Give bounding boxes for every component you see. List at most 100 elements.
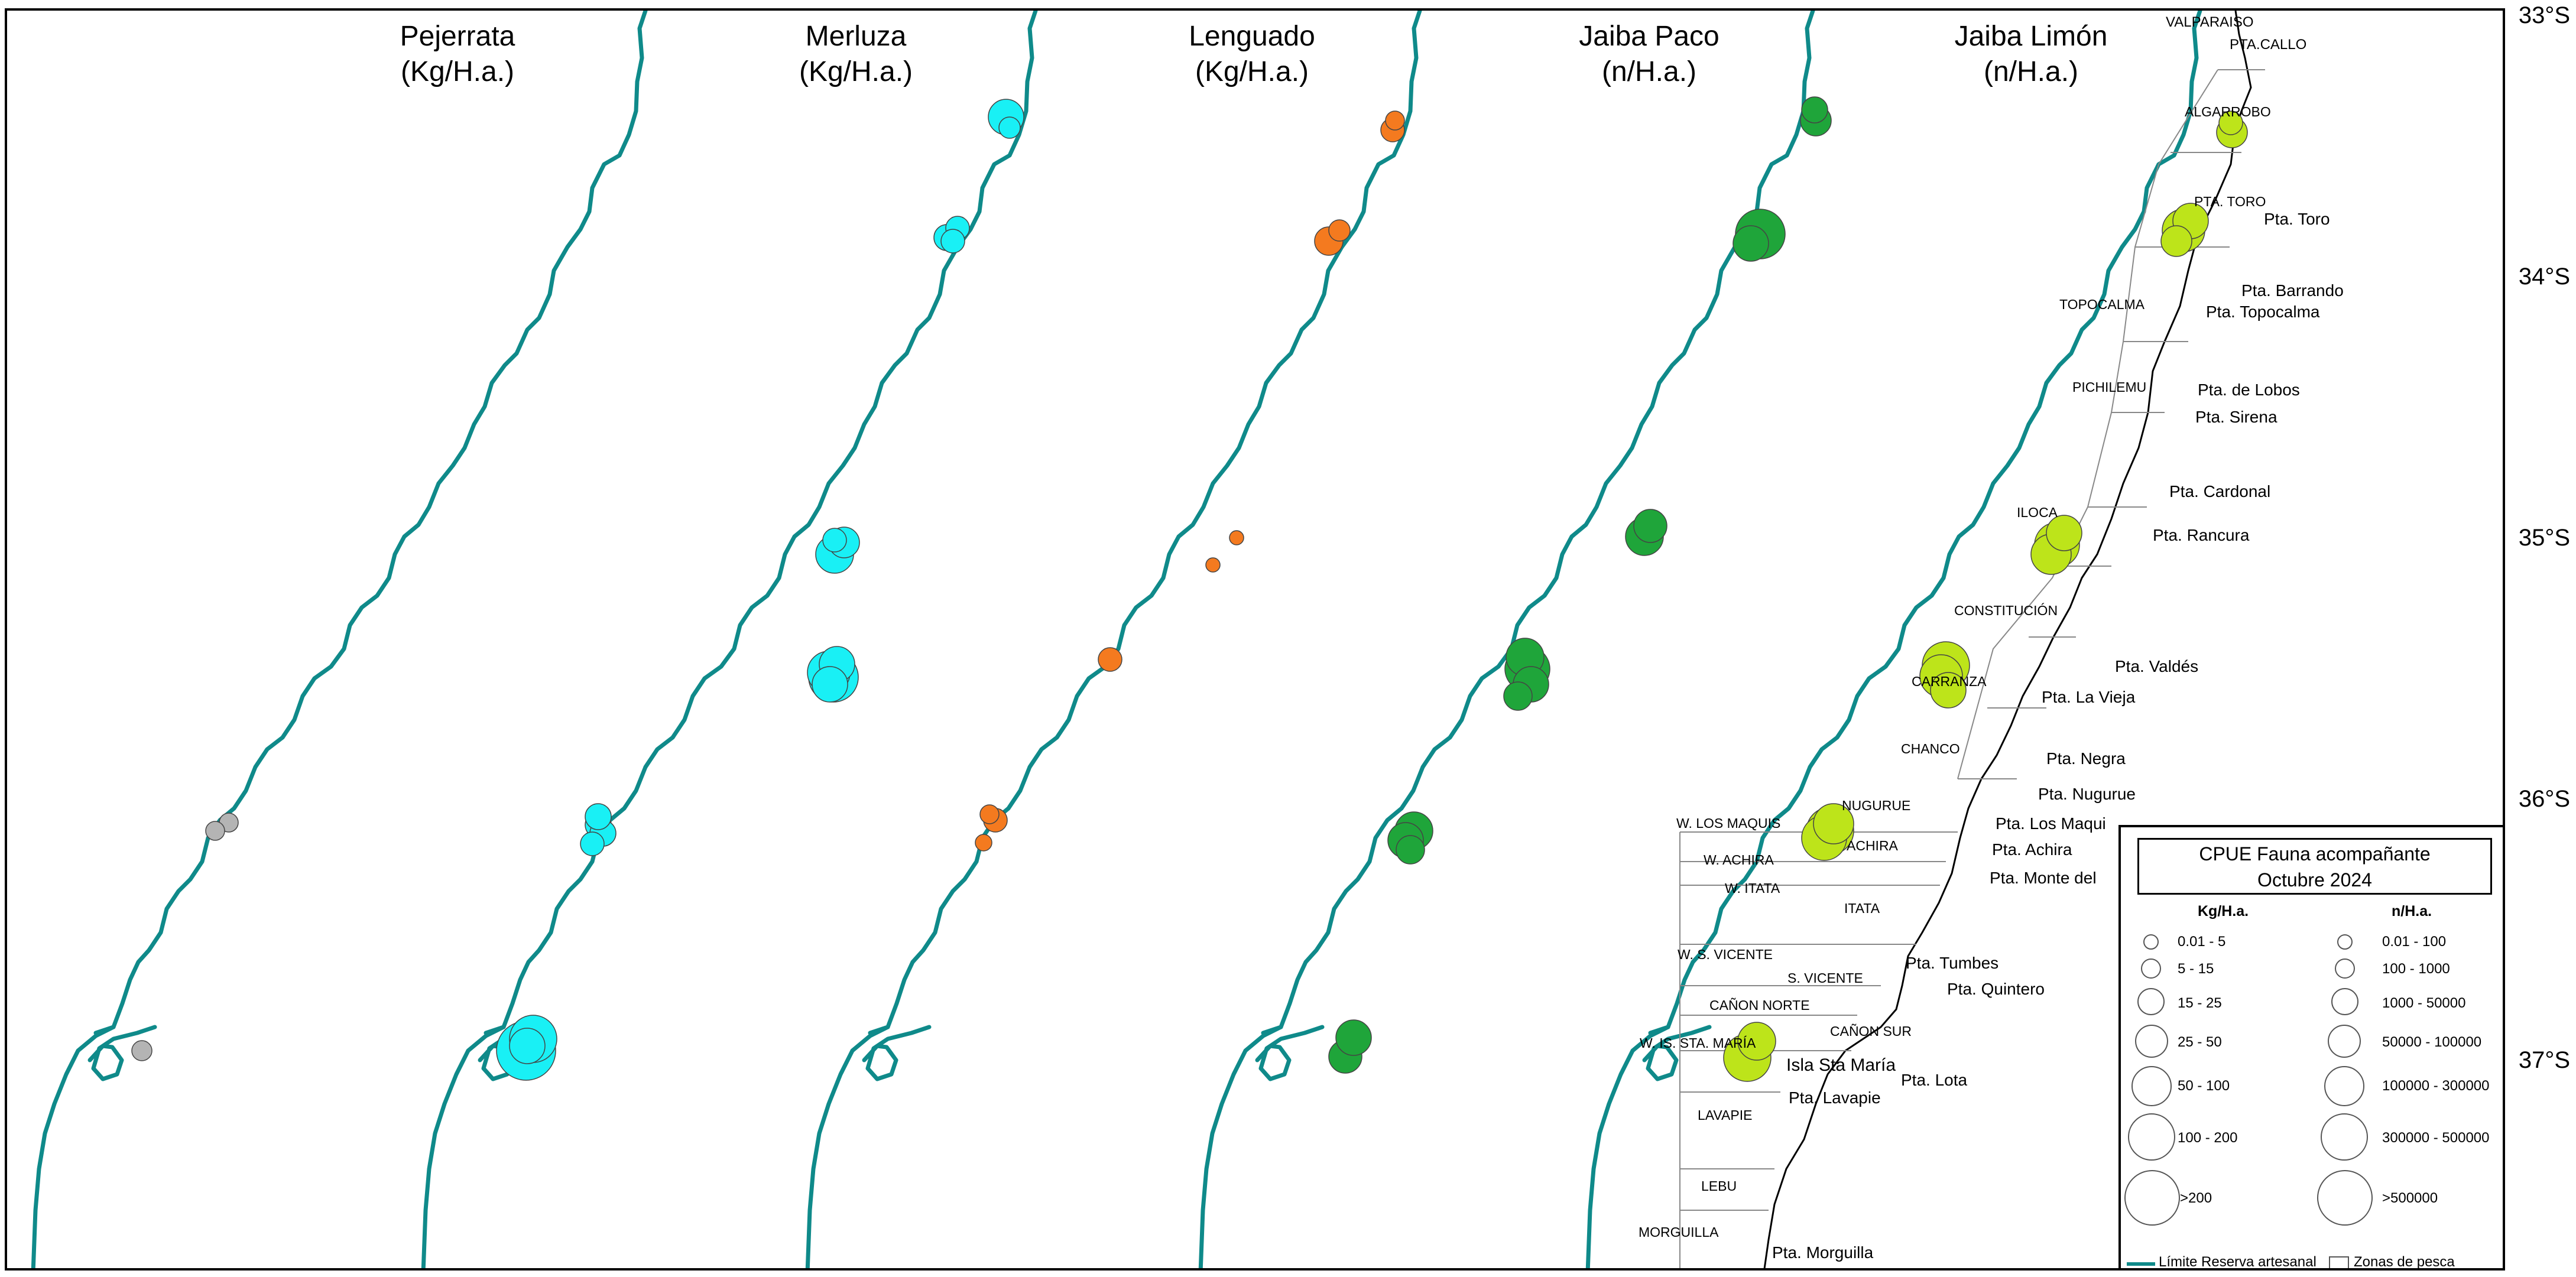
legend-size-circle [2324,1066,2364,1106]
species-name: Pejerrata [400,21,515,52]
zone-label: W. ITATA [1725,880,1780,896]
panel-title-jaiba-paco: Jaiba Paco (n/H.a.) [1472,19,1826,90]
zone-label: MORGUILLA [1639,1224,1719,1240]
zone-label: ITATA [1844,901,1880,916]
legend-kg-header: Kg/H.a. [2198,903,2249,919]
headland-label: Pta. Cardonal [2169,482,2271,501]
cpue-circle-lenguado [1229,530,1244,545]
reserve-limit-line [1261,11,1815,1035]
zone-label: CHANCO [1901,741,1960,756]
legend-n-class: 100000 - 300000 [2382,1078,2490,1094]
cpue-circle-lenguado [1385,111,1405,131]
cpue-circle-jaiba-limon [1813,803,1854,844]
unit-label: (n/H.a.) [1983,56,2079,87]
coastline [1763,11,2252,1268]
species-name: Merluza [805,21,907,52]
zone-label: CARRANZA [1912,674,1987,689]
cpue-circle-merluza [812,666,848,703]
headland-label: Pta. Toro [2264,210,2330,228]
cpue-circle-jaiba-paco [1335,1019,1372,1056]
zone-label: CAÑON SUR [1830,1023,1912,1039]
reserve-limit-bay [1642,1025,1712,1081]
cpue-circle-lenguado [1098,647,1122,672]
unit-label: (n/H.a.) [1601,56,1697,87]
panel-title-merluza: Merluza (Kg/H.a.) [679,19,1033,90]
legend-n-class: 50000 - 100000 [2382,1034,2482,1050]
cpue-circle-jaiba-limon [1930,672,1967,709]
zone-label: LEBU [1701,1178,1737,1194]
cpue-circle-jaiba-paco [1633,509,1667,543]
reserve-limit-bay [1255,1025,1325,1081]
panel-title-pejerrata: Pejerrata (Kg/H.a.) [280,19,635,90]
cpue-circle-merluza [580,831,605,856]
legend-n-class: 0.01 - 100 [2382,934,2447,950]
reserve-limit-tail [1585,1025,1670,1268]
legend-kg-class: >200 [2180,1190,2212,1206]
headland-label: Pta. La Vieja [2042,688,2136,706]
latitude-label: 37°S [2518,1047,2570,1073]
cpue-circle-jaiba-paco [1733,225,1769,262]
reserve-limit-line [868,11,1422,1035]
reserve-limit-bay [87,1025,157,1081]
cpue-circle-merluza [940,229,965,254]
legend-size-circle [2124,1170,2180,1226]
zone-label: S. VICENTE [1787,970,1863,986]
headland-label: Pta. Lavapie [1789,1088,1881,1107]
map-canvas [31,11,2265,1268]
legend-size-circle [2328,1025,2361,1058]
headland-label: PTA.CALLO [2230,37,2307,53]
reserve-limit-line [484,11,1038,1035]
unit-label: (Kg/H.a.) [1195,56,1309,87]
headland-label: Pta. Quintero [1947,980,2045,998]
headland-label: Pta. Morguilla [1772,1243,1874,1262]
legend-n-class: 1000 - 50000 [2382,995,2466,1011]
cpue-circle-jaiba-paco [1396,835,1425,865]
legend-kg-class: 0.01 - 5 [2178,934,2226,950]
zone-label: TOPOCALMA [2059,297,2144,312]
latitude-label: 35°S [2518,525,2570,551]
legend-zone-swatch [2329,1256,2349,1268]
cpue-circle-jaiba-paco [1801,96,1828,124]
legend-size-circle [2331,988,2358,1015]
legend-title-line-1: CPUE Fauna acompañante [2199,843,2431,865]
zone-label: PTA. TORO [2194,194,2266,209]
legend-kg-class: 50 - 100 [2178,1078,2230,1094]
reserve-limit-tail [1198,1025,1283,1268]
cpue-circle-jaiba-limon [2160,225,2192,257]
unit-label: (Kg/H.a.) [400,56,515,87]
species-name: Lenguado [1189,21,1315,52]
legend-kg-class: 5 - 15 [2178,961,2214,977]
legend-size-circle [2135,1025,2168,1058]
zone-label: CAÑON NORTE [1709,997,1810,1013]
headland-label: Pta. Negra [2046,749,2126,768]
legend-title: CPUE Fauna acompañante Octubre 2024 [2137,838,2492,895]
legend-size-circle [2317,1170,2373,1226]
reserve-limit-tail [805,1025,890,1268]
latitude-label: 36°S [2518,786,2570,812]
headland-label: Pta. Sirena [2195,408,2277,426]
legend-n-class: 100 - 1000 [2382,961,2450,977]
zone-label: ALGARROBO [2185,104,2271,119]
cpue-circle-merluza [998,116,1021,139]
latitude-label: 33°S [2518,2,2570,28]
legend-size-circle [2137,988,2165,1015]
legend-size-circle [2321,1113,2368,1161]
zone-label: W. ACHIRA [1704,852,1774,867]
legend-title-line-2: Octubre 2024 [2257,869,2372,891]
zone-label: W. IS. STA. MARÍA [1640,1035,1756,1051]
legend-line-label: Límite Reserva artesanal [2159,1254,2317,1270]
zone-label: NUGURUE [1842,798,1911,813]
cpue-circle-pejerrata [205,821,225,841]
species-name: Jaiba Paco [1579,21,1720,52]
reserve-limit-bay [862,1025,932,1081]
cpue-circle-pejerrata [131,1040,153,1061]
headland-label: Pta. Barrando [2241,281,2344,300]
legend-size-circle [2128,1113,2175,1161]
zone-label: ILOCA [2017,505,2058,520]
headland-label: Pta. Nugurue [2038,785,2136,803]
species-name: Jaiba Limón [1954,21,2108,52]
legend-kg-class: 15 - 25 [2178,995,2222,1011]
cpue-circle-lenguado [979,804,1000,824]
zone-boundary [1957,69,2218,779]
cpue-circle-jaiba-limon [1737,1022,1776,1061]
